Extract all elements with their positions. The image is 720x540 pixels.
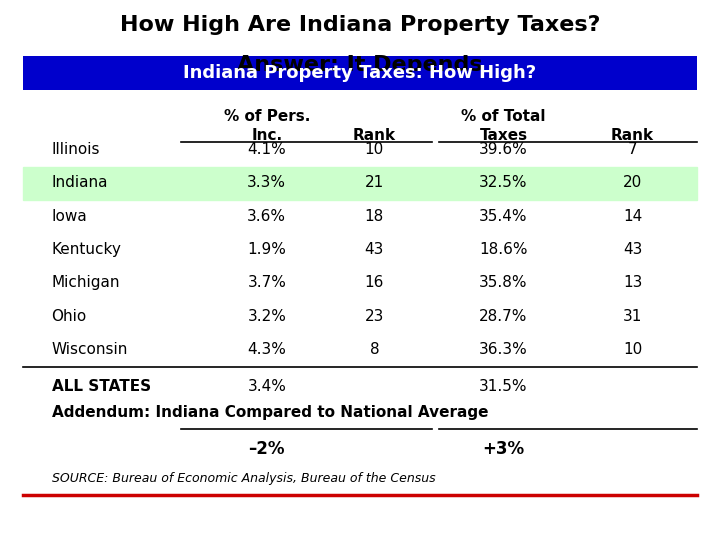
- Text: 18.6%: 18.6%: [480, 242, 528, 257]
- Text: 16: 16: [364, 275, 384, 291]
- Text: 20: 20: [623, 176, 642, 191]
- Text: 21: 21: [365, 176, 384, 191]
- Text: % of Pers.: % of Pers.: [224, 109, 310, 124]
- Text: 3.2%: 3.2%: [248, 309, 286, 323]
- Text: Wisconsin: Wisconsin: [52, 342, 128, 357]
- Text: Kentucky: Kentucky: [52, 242, 122, 257]
- Text: Indiana Property Taxes: How High?: Indiana Property Taxes: How High?: [184, 64, 536, 82]
- Text: –2%: –2%: [248, 440, 285, 458]
- Text: 13: 13: [623, 275, 642, 291]
- Text: How High Are Indiana Property Taxes?: How High Are Indiana Property Taxes?: [120, 15, 600, 35]
- Text: 23: 23: [364, 309, 384, 323]
- Text: Michigan: Michigan: [52, 275, 120, 291]
- Text: Addendum: Indiana Compared to National Average: Addendum: Indiana Compared to National A…: [52, 406, 488, 420]
- Text: 43: 43: [623, 242, 642, 257]
- Text: 3.4%: 3.4%: [248, 379, 286, 394]
- Text: Illinois: Illinois: [52, 142, 100, 157]
- Text: Inc.: Inc.: [251, 128, 282, 143]
- Text: 14: 14: [623, 209, 642, 224]
- Text: +3%: +3%: [482, 440, 524, 458]
- Text: 39.6%: 39.6%: [479, 142, 528, 157]
- Text: 18: 18: [365, 209, 384, 224]
- Text: Rank: Rank: [611, 128, 654, 143]
- Text: 1.9%: 1.9%: [248, 242, 286, 257]
- Text: 10: 10: [365, 142, 384, 157]
- Text: Ohio: Ohio: [52, 309, 87, 323]
- Text: 3.7%: 3.7%: [248, 275, 286, 291]
- Text: 3.3%: 3.3%: [247, 176, 287, 191]
- Text: Iowa: Iowa: [52, 209, 87, 224]
- FancyBboxPatch shape: [23, 56, 697, 90]
- Text: Answer: It Depends: Answer: It Depends: [237, 55, 483, 75]
- Text: 3.6%: 3.6%: [247, 209, 287, 224]
- Text: Rank: Rank: [353, 128, 396, 143]
- Text: 43: 43: [364, 242, 384, 257]
- Text: SOURCE: Bureau of Economic Analysis, Bureau of the Census: SOURCE: Bureau of Economic Analysis, Bur…: [52, 471, 435, 484]
- Text: 4.3%: 4.3%: [248, 342, 286, 357]
- Text: 35.4%: 35.4%: [480, 209, 528, 224]
- Text: % of Total: % of Total: [462, 109, 546, 124]
- Text: Taxes: Taxes: [480, 128, 528, 143]
- Text: 31: 31: [623, 309, 642, 323]
- Text: 4.1%: 4.1%: [248, 142, 286, 157]
- Text: 28.7%: 28.7%: [480, 309, 528, 323]
- Text: 8: 8: [369, 342, 379, 357]
- Text: 32.5%: 32.5%: [480, 176, 528, 191]
- Text: 7: 7: [628, 142, 637, 157]
- Text: ALL STATES: ALL STATES: [52, 379, 150, 394]
- Text: 10: 10: [623, 342, 642, 357]
- Text: Indiana: Indiana: [52, 176, 108, 191]
- FancyBboxPatch shape: [23, 167, 697, 200]
- Text: 31.5%: 31.5%: [480, 379, 528, 394]
- Text: 35.8%: 35.8%: [480, 275, 528, 291]
- Text: 36.3%: 36.3%: [479, 342, 528, 357]
